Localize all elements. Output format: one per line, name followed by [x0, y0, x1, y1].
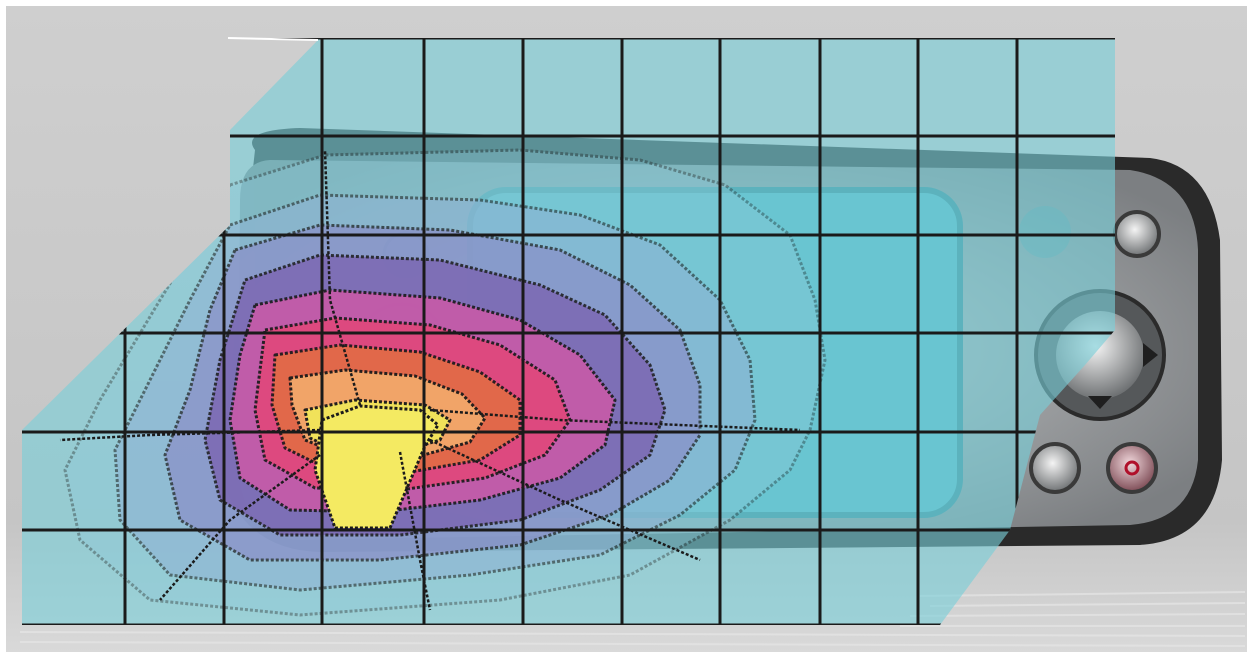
- power-icon: [1124, 460, 1140, 476]
- contour-hot-core: [313, 404, 440, 530]
- surface-texture: [19, 591, 1246, 647]
- down-arrow-icon: [1088, 396, 1112, 409]
- up-button: [1113, 210, 1161, 258]
- power-button: [1106, 442, 1158, 494]
- right-arrow-icon: [1143, 343, 1158, 367]
- radial-contour-lines: [59, 149, 801, 611]
- overlay-outline: [227, 37, 319, 41]
- contour-fills: [63, 148, 827, 617]
- left-button: [1029, 442, 1081, 494]
